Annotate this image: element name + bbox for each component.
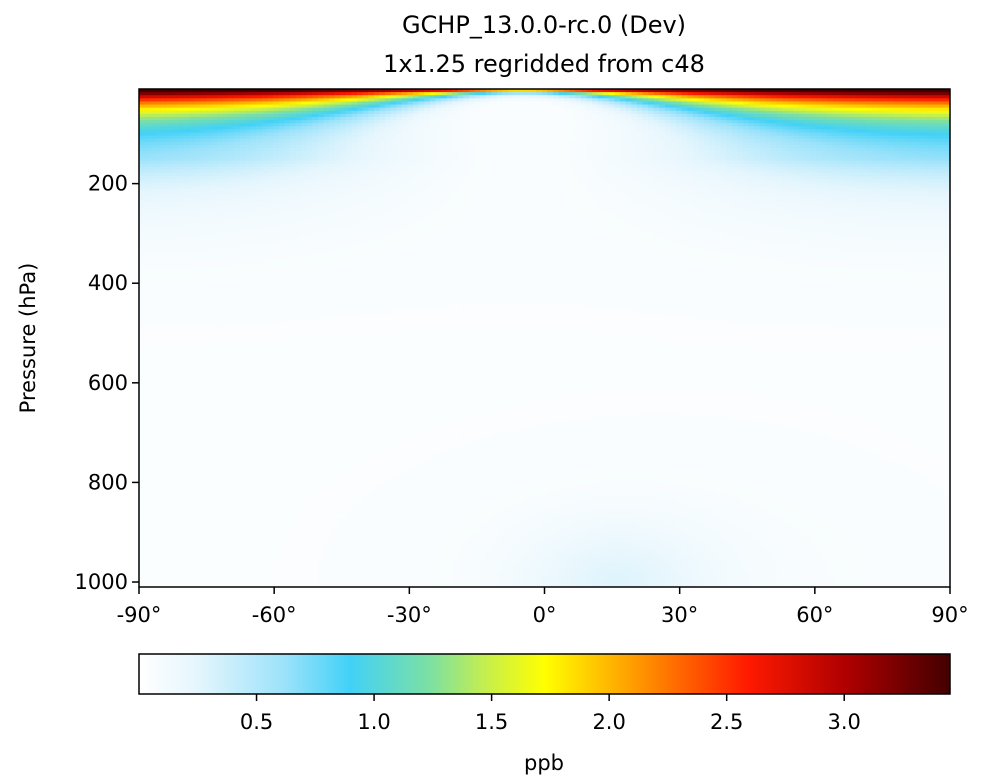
heatmap-area: [139, 89, 951, 588]
chart-subtitle: 1x1.25 regridded from c48: [383, 50, 705, 78]
chart-title: GCHP_13.0.0-rc.0 (Dev): [402, 11, 686, 39]
